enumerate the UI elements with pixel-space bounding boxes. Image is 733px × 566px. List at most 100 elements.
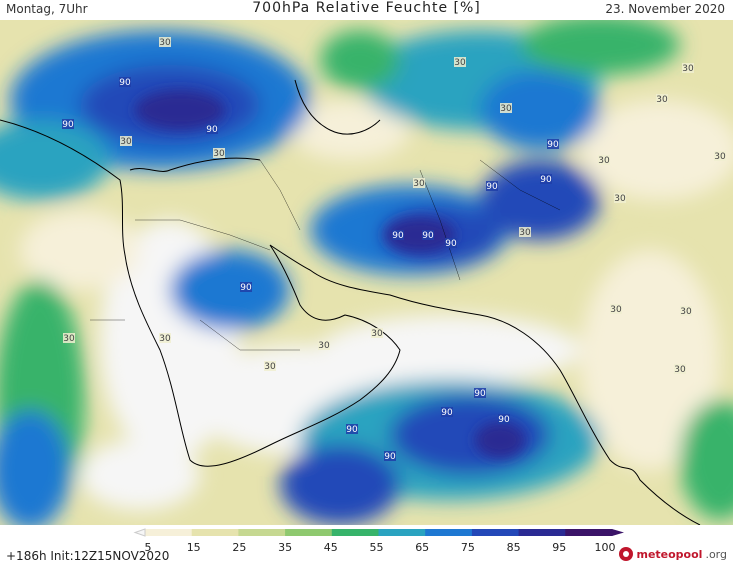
contour-labels: 90 90 90 90 90 90 90 90 90 90 90 90 90 90 90 30 30 30 30 30… [62,37,726,462]
run-info: +186h Init:12Z15NOV2020 [6,549,170,563]
legend-swatch [238,529,286,536]
legend-tick-label: 95 [552,541,566,554]
legend-tick-label: 100 [595,541,616,554]
contour-label: 30 [500,104,512,114]
contour-label: 90 [119,78,131,88]
legend-tick-label: 55 [370,541,384,554]
contour-label-bg [674,364,686,374]
contour-label: 30 [371,329,383,339]
contour-label-bg [240,282,252,292]
contour-label: 90 [206,125,218,135]
contour-label: 90 [240,283,252,293]
contour-label-bg [498,414,510,424]
contour-label: 30 [159,334,171,344]
contour-label-bg [413,178,425,188]
contour-label-bg [500,103,512,113]
legend-swatch [565,529,613,536]
contour-label: 90 [392,231,404,241]
legend-min-arrow [133,528,146,537]
legend-tick-label: 75 [461,541,475,554]
forecast-date: 23. November 2020 [605,2,725,16]
logo-brand: meteopool [636,547,703,561]
legend-swatch [285,529,333,536]
contour-label-bg [63,333,75,343]
legend-swatch [518,529,566,536]
contour-label: 90 [540,175,552,185]
contour-label-bg [540,174,552,184]
contour-label: 30 [413,179,425,189]
logo-domain: .org [705,547,727,561]
contour-label: 30 [680,307,692,317]
contour-label-bg [714,151,726,161]
contour-label-bg [614,193,626,203]
humidity-map-canvas: 90 90 90 90 90 90 90 90 90 90 90 90 90 90 90 30 30 30 30 30… [0,20,733,525]
contour-label: 30 [682,64,694,74]
legend-swatch [331,529,379,536]
contour-label: 90 [346,425,358,435]
contour-label: 90 [498,415,510,425]
contour-label-bg [159,333,171,343]
contour-label-bg [441,407,453,417]
contour-label: 90 [384,452,396,462]
contour-label-bg [346,424,358,434]
contour-label-bg [318,340,330,350]
contour-label-bg [454,57,466,67]
contour-label: 30 [519,228,531,238]
legend-tick-label: 5 [145,541,152,554]
contour-label: 30 [213,149,225,159]
legend-swatch [191,529,239,536]
contour-label: 30 [454,58,466,68]
legend-swatch [425,529,473,536]
legend-max-arrow [612,529,624,536]
contour-label-bg [120,136,132,146]
borders [90,159,561,351]
contour-label-bg [598,155,610,165]
contour-label: 90 [547,140,559,150]
contour-label-bg [682,63,694,73]
contour-label-bg [392,230,404,240]
contour-label-bg [159,37,171,47]
contour-label: 30 [159,38,171,48]
contour-label-bg [206,124,218,134]
contour-label: 90 [422,231,434,241]
contour-label: 30 [714,152,726,162]
legend-tick-label: 25 [232,541,246,554]
legend-tick-label: 35 [278,541,292,554]
contour-label-bg [264,361,276,371]
contour-label: 30 [63,334,75,344]
legend-swatch [471,529,520,536]
contour-label: 90 [62,120,74,130]
map-title: 700hPa Relative Feuchte [%] [252,0,481,16]
contour-label-bg [445,238,457,248]
legend-swatch [145,529,193,536]
contour-label-bg [371,328,383,338]
contour-label: 90 [486,182,498,192]
contour-label-bg [422,230,434,240]
contour-label-bg [486,181,498,191]
contour-label-bg [474,388,486,398]
legend-tick-label: 65 [415,541,429,554]
contour-label-bg [656,94,668,104]
legend-bar: 5 15 25 35 45 55 65 75 85 95 100 [133,528,624,554]
humidity-map: 90 90 90 90 90 90 90 90 90 90 90 90 90 90 90 30 30 30 30 30… [0,20,733,525]
logo-mark-icon [619,547,634,561]
meteopool-logo[interactable]: meteopool .org [619,545,727,563]
contour-label: 30 [318,341,330,351]
contour-label-bg [519,227,531,237]
contour-label: 30 [598,156,610,166]
contour-label-bg [680,306,692,316]
legend-tick-label: 85 [507,541,521,554]
contour-label-bg [384,451,396,461]
legend-tick-label: 45 [324,541,338,554]
contour-label: 30 [674,365,686,375]
contour-label-bg [119,77,131,87]
legend-swatch [378,529,426,536]
contour-label-bg [213,148,225,158]
header: Montag, 7Uhr 700hPa Relative Feuchte [%]… [0,0,733,20]
contour-label: 90 [474,389,486,399]
legend-tick-label: 15 [187,541,201,554]
contour-label-bg [610,304,622,314]
contour-label: 30 [120,137,132,147]
contour-label-bg [62,119,74,129]
color-legend: 5 15 25 35 45 55 65 75 85 95 100 [0,525,733,566]
